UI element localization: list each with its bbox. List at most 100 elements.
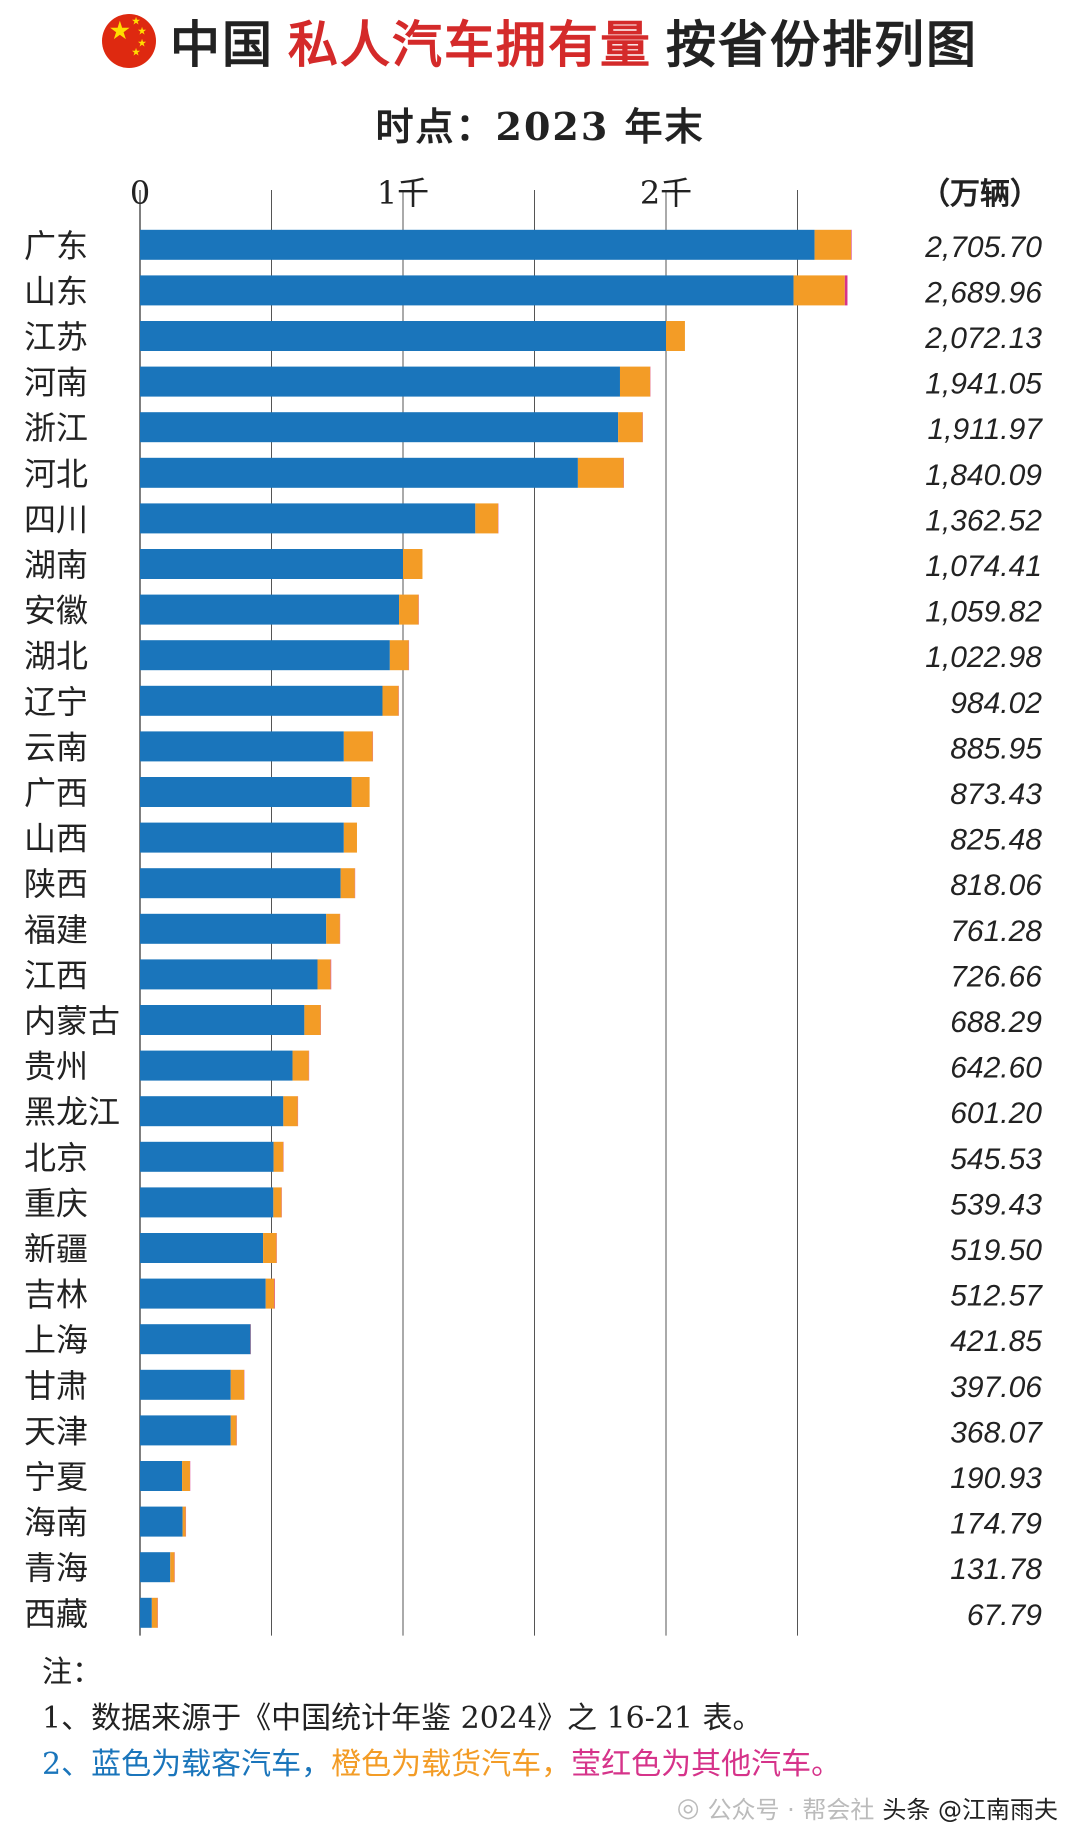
value-label: 1,941.05 — [925, 368, 1042, 401]
value-label: 1,911.97 — [927, 413, 1043, 446]
category-label: 山东 — [24, 272, 88, 310]
bar-segment — [292, 1050, 309, 1081]
bar-chart: 0 1千 2千 （万辆） 广东 2,705.70 山东 2,689.96 江苏 2,072.13 河… — [24, 174, 1043, 1636]
category-label: 新疆 — [24, 1230, 88, 1268]
category-label: 四川 — [24, 500, 88, 538]
category-label: 河北 — [24, 455, 88, 493]
legend-other: 莹红色为其他汽车。 — [571, 1747, 842, 1782]
value-label: 885.95 — [950, 732, 1042, 765]
notes: 注： 1、数据来源于《中国统计年鉴 2024》之 16-21 表。 2、蓝色为载… — [42, 1650, 841, 1788]
value-label: 1,362.52 — [925, 504, 1042, 537]
category-label: 广东 — [24, 227, 88, 265]
notes-source: 1、数据来源于《中国统计年鉴 2024》之 16-21 表。 — [42, 1701, 763, 1736]
bar-segment — [140, 868, 341, 899]
value-label: 642.60 — [950, 1052, 1042, 1085]
bar-segment — [140, 1141, 274, 1172]
legend-truck: 橙色为载货汽车， — [331, 1747, 572, 1782]
legend-passenger: 2、蓝色为载客汽车， — [42, 1747, 332, 1782]
bar-segment — [140, 594, 400, 625]
value-label: 601.20 — [950, 1097, 1042, 1130]
value-label: 761.28 — [950, 915, 1042, 948]
category-label: 天津 — [24, 1412, 88, 1450]
value-label: 174.79 — [950, 1508, 1042, 1541]
bar-segment — [140, 1506, 183, 1537]
value-label: 1,840.09 — [925, 459, 1042, 492]
bar-segment — [140, 1187, 274, 1218]
bar-segment — [140, 777, 352, 807]
category-label: 湖南 — [24, 546, 88, 584]
bar-segment — [140, 1461, 183, 1491]
value-label: 2,705.70 — [924, 231, 1042, 264]
bar-segment — [399, 594, 419, 625]
bar-segment — [619, 366, 651, 397]
bar-segment — [340, 868, 355, 899]
bar-segment — [140, 1096, 284, 1127]
bar-segment — [326, 913, 340, 944]
category-label: 宁夏 — [24, 1458, 88, 1496]
value-label: 1,059.82 — [925, 596, 1042, 629]
category-label: 福建 — [24, 911, 88, 949]
value-label: 67.79 — [967, 1599, 1042, 1632]
category-label: 湖北 — [24, 637, 88, 675]
value-label: 726.66 — [950, 960, 1042, 993]
bar-segment — [577, 457, 624, 488]
value-label: 519.50 — [950, 1234, 1042, 1267]
bar-segment — [389, 640, 409, 671]
category-label: 江苏 — [24, 318, 88, 356]
value-label: 512.57 — [950, 1280, 1043, 1313]
value-label: 818.06 — [950, 869, 1042, 902]
x-tick-label: 1千 — [377, 174, 429, 212]
bar-segment — [814, 229, 852, 260]
category-label: 海南 — [24, 1504, 88, 1542]
bar-segment — [182, 1461, 190, 1491]
category-label: 北京 — [24, 1139, 88, 1177]
watermark: ◎ 公众号 · 帮会社 头条 @江南雨夫 — [677, 1790, 1058, 1825]
category-label: 甘肃 — [24, 1367, 88, 1405]
bar-segment — [317, 959, 331, 990]
category-label: 河南 — [24, 364, 88, 402]
value-label: 2,072.13 — [924, 322, 1042, 355]
bar-segment — [140, 1324, 251, 1355]
bar-segment — [330, 959, 332, 990]
category-label: 云南 — [24, 728, 88, 766]
bar-segment — [140, 731, 344, 762]
bar-segment — [273, 1141, 284, 1172]
bar-segment — [403, 549, 423, 579]
value-label: 190.93 — [950, 1462, 1042, 1495]
notes-legend: 2、蓝色为载客汽车，橙色为载货汽车，莹红色为其他汽车。 — [42, 1742, 841, 1788]
bar-segment — [666, 321, 685, 351]
value-label: 1,074.41 — [925, 550, 1042, 583]
category-label: 江西 — [24, 956, 88, 994]
bar-segment — [140, 959, 318, 990]
bar-segment — [140, 640, 390, 671]
bar-segment — [273, 1187, 282, 1218]
category-label: 黑龙江 — [24, 1093, 120, 1131]
bar-segment — [140, 503, 476, 534]
bar-segment — [304, 1005, 321, 1035]
title-prefix: 中国 — [170, 15, 274, 74]
bar-segment — [844, 275, 848, 306]
title-highlight: 私人汽车拥有量 — [288, 15, 652, 74]
value-label: 421.85 — [950, 1325, 1042, 1358]
bar-segment — [140, 1005, 305, 1035]
bar-segment — [182, 1506, 186, 1537]
category-label: 吉林 — [24, 1276, 88, 1314]
bar-segment — [170, 1552, 175, 1583]
watermark-text: 头条 @江南雨夫 — [882, 1796, 1058, 1824]
bar-segment — [283, 1096, 298, 1127]
category-label: 贵州 — [24, 1048, 88, 1086]
china-flag-icon: ★ ★ ★ ★ ★ — [102, 14, 156, 68]
bar-segment — [140, 321, 666, 351]
bar-segment — [851, 229, 852, 260]
chart-title: ★ ★ ★ ★ ★ 中国 私人汽车拥有量 按省份排列图 — [0, 6, 1080, 76]
value-label: 873.43 — [950, 778, 1042, 811]
bar-segment — [140, 229, 815, 260]
value-label: 688.29 — [950, 1006, 1042, 1039]
bar-segment — [140, 549, 403, 579]
bar-segment — [274, 1278, 275, 1309]
x-tick-label: 2千 — [640, 174, 692, 212]
category-label: 浙江 — [24, 409, 88, 447]
bar-segment — [140, 1597, 152, 1628]
category-label: 上海 — [24, 1321, 88, 1359]
bar-segment — [140, 1278, 266, 1309]
